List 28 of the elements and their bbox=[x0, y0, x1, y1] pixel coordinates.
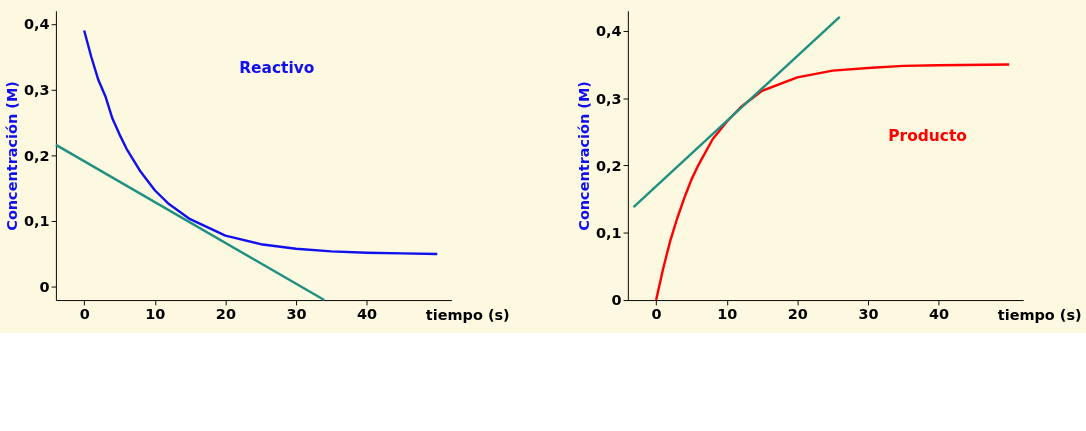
x-tick-label: 10 bbox=[145, 305, 166, 322]
x-tick-label: 40 bbox=[357, 305, 378, 322]
x-tick-label: 20 bbox=[787, 305, 808, 322]
y-axis-title: Concentración (M) bbox=[4, 81, 21, 231]
line-series bbox=[654, 63, 1011, 302]
x-tick-label: 30 bbox=[858, 305, 879, 322]
line-series bbox=[82, 29, 439, 256]
y-tick-label: 0,1 bbox=[24, 213, 50, 230]
text: Reactivo bbox=[239, 59, 315, 78]
y-tick-label: 0,1 bbox=[596, 225, 622, 242]
y-tick-label: 0,2 bbox=[596, 157, 622, 174]
y-tick-label: 0 bbox=[611, 292, 622, 309]
x-tick-label: 10 bbox=[717, 305, 738, 322]
y-tick-label: 0,4 bbox=[24, 16, 50, 33]
y-tick-label: 0,3 bbox=[596, 90, 622, 107]
x-tick-label: 20 bbox=[215, 305, 236, 322]
x-axis-title: tiempo (s) bbox=[425, 306, 510, 323]
text: Producto bbox=[888, 126, 967, 145]
y-tick-label: 0,4 bbox=[596, 23, 622, 40]
y-axis-title: Concentración (M) bbox=[576, 81, 593, 231]
y-tick-label: 0 bbox=[39, 279, 50, 296]
x-tick-label: 40 bbox=[928, 305, 950, 322]
x-tick-label: 0 bbox=[651, 305, 662, 322]
y-tick-label: 0,2 bbox=[24, 147, 50, 164]
x-axis-title: tiempo (s) bbox=[997, 306, 1082, 323]
x-tick-label: 0 bbox=[79, 305, 90, 322]
y-tick-label: 0,3 bbox=[24, 81, 50, 98]
x-tick-label: 30 bbox=[286, 305, 307, 322]
